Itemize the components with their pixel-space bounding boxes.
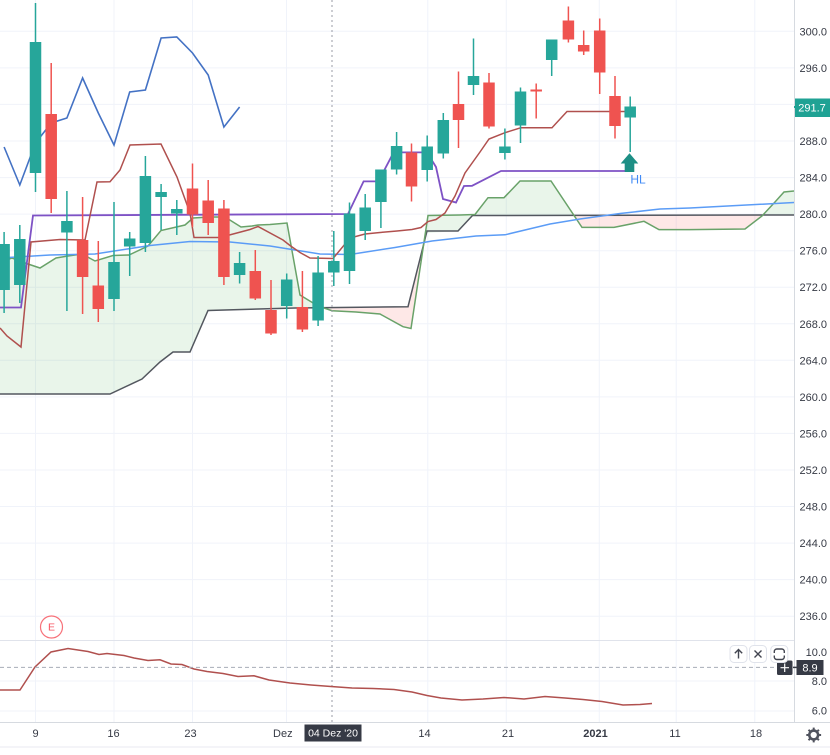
- svg-text:9: 9: [32, 728, 38, 740]
- svg-text:300.0: 300.0: [799, 26, 827, 38]
- svg-text:21: 21: [502, 728, 514, 740]
- svg-text:291.7: 291.7: [798, 103, 826, 115]
- svg-text:264.0: 264.0: [799, 355, 827, 367]
- svg-text:23: 23: [184, 728, 196, 740]
- svg-text:16: 16: [107, 728, 119, 740]
- svg-text:6.0: 6.0: [812, 706, 827, 718]
- svg-text:11: 11: [669, 728, 680, 740]
- svg-text:E: E: [48, 622, 55, 634]
- svg-text:8.9: 8.9: [802, 663, 817, 675]
- svg-text:256.0: 256.0: [799, 428, 827, 440]
- svg-text:272.0: 272.0: [799, 282, 827, 294]
- svg-text:04 Dez '20: 04 Dez '20: [308, 728, 358, 740]
- svg-text:248.0: 248.0: [799, 502, 827, 514]
- svg-text:14: 14: [418, 728, 430, 740]
- svg-text:10.0: 10.0: [806, 647, 827, 659]
- svg-text:296.0: 296.0: [799, 63, 827, 75]
- svg-text:252.0: 252.0: [799, 465, 827, 477]
- svg-text:268.0: 268.0: [799, 319, 827, 331]
- svg-text:260.0: 260.0: [799, 392, 827, 404]
- svg-text:236.0: 236.0: [799, 611, 827, 623]
- svg-text:8.0: 8.0: [812, 676, 827, 688]
- svg-text:276.0: 276.0: [799, 246, 827, 258]
- svg-text:HL: HL: [630, 173, 646, 187]
- svg-text:18: 18: [750, 728, 762, 740]
- svg-text:284.0: 284.0: [799, 173, 827, 185]
- svg-text:2021: 2021: [583, 728, 607, 740]
- svg-text:244.0: 244.0: [799, 538, 827, 550]
- svg-text:240.0: 240.0: [799, 575, 827, 587]
- svg-text:280.0: 280.0: [799, 209, 827, 221]
- svg-text:288.0: 288.0: [799, 136, 827, 148]
- svg-text:Dez: Dez: [273, 728, 293, 740]
